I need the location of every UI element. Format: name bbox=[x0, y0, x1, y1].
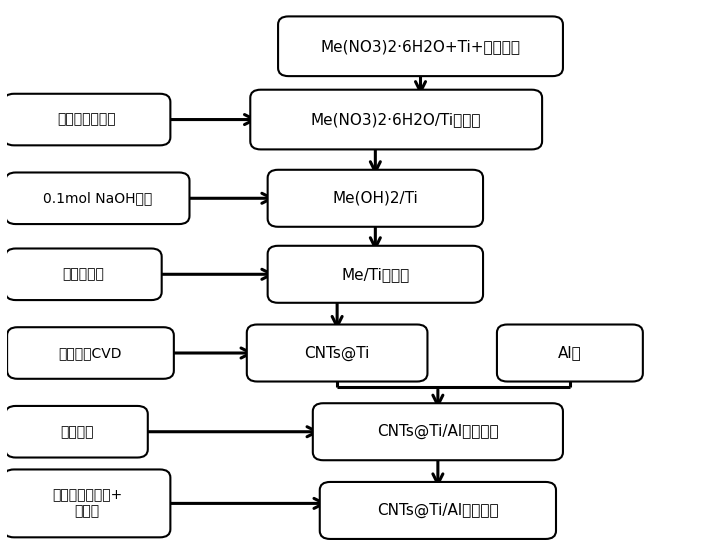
FancyBboxPatch shape bbox=[4, 94, 170, 145]
Text: CNTs@Ti: CNTs@Ti bbox=[304, 345, 370, 361]
Text: CNTs@Ti/Al复合粉末: CNTs@Ti/Al复合粉末 bbox=[377, 424, 498, 439]
FancyBboxPatch shape bbox=[4, 469, 170, 537]
FancyBboxPatch shape bbox=[247, 325, 428, 382]
FancyBboxPatch shape bbox=[320, 482, 556, 539]
Text: 鍛烧、还原: 鍛烧、还原 bbox=[62, 267, 104, 281]
Text: 0.1mol NaOH滴定: 0.1mol NaOH滴定 bbox=[43, 191, 152, 206]
FancyBboxPatch shape bbox=[267, 170, 483, 227]
Text: Me(NO3)2·6H2O+Ti+去离子水: Me(NO3)2·6H2O+Ti+去离子水 bbox=[320, 39, 520, 54]
Text: 气相沉积CVD: 气相沉积CVD bbox=[59, 346, 122, 360]
Text: 按一定比例混合: 按一定比例混合 bbox=[57, 112, 116, 126]
Text: Me/Ti催化剂: Me/Ti催化剂 bbox=[341, 267, 410, 282]
FancyBboxPatch shape bbox=[250, 90, 542, 150]
FancyBboxPatch shape bbox=[497, 325, 643, 382]
FancyBboxPatch shape bbox=[6, 172, 189, 224]
FancyBboxPatch shape bbox=[7, 327, 174, 379]
Text: Al粉: Al粉 bbox=[558, 346, 582, 361]
Text: Me(NO3)2·6H2O/Ti悬浦液: Me(NO3)2·6H2O/Ti悬浦液 bbox=[311, 112, 481, 127]
FancyBboxPatch shape bbox=[267, 246, 483, 303]
FancyBboxPatch shape bbox=[6, 406, 147, 458]
Text: CNTs@Ti/Al复合块体: CNTs@Ti/Al复合块体 bbox=[377, 503, 498, 518]
Text: 放电等离子烧结+
热挤压: 放电等离子烧结+ 热挤压 bbox=[52, 488, 122, 519]
FancyBboxPatch shape bbox=[313, 403, 563, 460]
FancyBboxPatch shape bbox=[278, 17, 563, 76]
Text: 低速球磨: 低速球磨 bbox=[60, 425, 94, 439]
Text: Me(OH)2/Ti: Me(OH)2/Ti bbox=[333, 191, 418, 206]
FancyBboxPatch shape bbox=[6, 249, 162, 300]
